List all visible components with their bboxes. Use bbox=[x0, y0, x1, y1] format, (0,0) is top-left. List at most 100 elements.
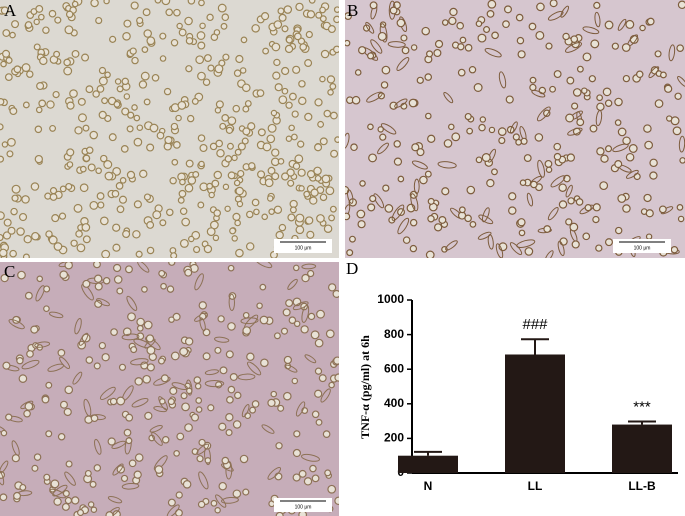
cell bbox=[557, 240, 565, 257]
scale-bar: 100 μm bbox=[274, 498, 332, 512]
cell bbox=[146, 345, 156, 355]
cell bbox=[558, 183, 567, 192]
cell bbox=[123, 19, 132, 28]
cell bbox=[345, 12, 352, 20]
cell bbox=[295, 225, 305, 235]
bar bbox=[612, 424, 672, 473]
cell bbox=[22, 101, 30, 109]
cell bbox=[169, 176, 177, 185]
cell bbox=[281, 66, 290, 76]
cell bbox=[520, 137, 528, 145]
cell bbox=[179, 178, 186, 186]
cell bbox=[152, 210, 162, 220]
cell bbox=[53, 242, 63, 251]
cell bbox=[268, 208, 275, 215]
cell bbox=[98, 76, 108, 86]
cell bbox=[582, 52, 592, 62]
cell bbox=[287, 278, 298, 290]
cells bbox=[0, 262, 339, 516]
cell bbox=[396, 18, 406, 28]
cell bbox=[321, 174, 331, 184]
cell bbox=[309, 196, 318, 205]
cell bbox=[209, 142, 218, 151]
cell bbox=[308, 0, 316, 4]
cell bbox=[149, 425, 163, 433]
cell bbox=[267, 166, 276, 175]
cell bbox=[23, 234, 32, 244]
cell bbox=[469, 220, 477, 228]
cell bbox=[262, 47, 270, 55]
cell bbox=[190, 413, 200, 422]
cell bbox=[275, 230, 284, 240]
cell bbox=[222, 183, 230, 191]
cell bbox=[0, 460, 9, 474]
cell bbox=[368, 153, 377, 163]
cell bbox=[275, 511, 284, 516]
cell bbox=[130, 346, 138, 354]
cell bbox=[235, 186, 244, 196]
cell bbox=[242, 326, 252, 335]
cell bbox=[98, 66, 107, 75]
cell bbox=[274, 472, 283, 481]
cell bbox=[660, 71, 667, 79]
cell bbox=[273, 332, 281, 340]
cell bbox=[66, 161, 74, 168]
cell bbox=[71, 0, 79, 8]
cell bbox=[197, 500, 206, 509]
cell bbox=[17, 270, 26, 280]
cell bbox=[125, 413, 134, 422]
cell bbox=[648, 66, 660, 79]
cell bbox=[468, 65, 477, 74]
cell bbox=[166, 504, 180, 516]
cell bbox=[48, 311, 64, 319]
cell bbox=[604, 99, 613, 107]
cell bbox=[73, 203, 83, 213]
cell bbox=[295, 2, 304, 12]
cell bbox=[270, 109, 278, 117]
cell bbox=[289, 206, 297, 214]
cell bbox=[307, 269, 315, 278]
cell bbox=[350, 143, 358, 152]
cell bbox=[441, 19, 449, 26]
cell bbox=[13, 491, 22, 500]
cell bbox=[292, 264, 300, 272]
cell bbox=[518, 229, 526, 237]
cell bbox=[0, 273, 9, 283]
cell bbox=[334, 496, 339, 506]
cell bbox=[92, 90, 100, 98]
cell bbox=[159, 32, 167, 40]
cell bbox=[543, 109, 551, 117]
cell bbox=[327, 484, 337, 494]
cell bbox=[159, 398, 166, 405]
cell bbox=[267, 398, 276, 408]
cell bbox=[519, 179, 527, 187]
cell bbox=[565, 218, 573, 226]
cell bbox=[345, 39, 351, 47]
cell bbox=[116, 205, 125, 214]
cell bbox=[625, 169, 639, 179]
cell bbox=[221, 456, 230, 465]
cell bbox=[567, 197, 575, 205]
cell bbox=[202, 352, 211, 361]
cell bbox=[137, 262, 150, 273]
cell bbox=[244, 100, 252, 107]
cell bbox=[241, 137, 249, 145]
cell bbox=[34, 154, 43, 164]
cell bbox=[314, 174, 322, 182]
cell bbox=[161, 436, 170, 444]
cell bbox=[569, 222, 579, 232]
bar-chart: 02004006008001000NLL###LL-B*** bbox=[377, 292, 678, 493]
cell bbox=[314, 389, 323, 398]
cell bbox=[359, 180, 366, 187]
scale-bar-label: 100 μm bbox=[634, 245, 651, 251]
cell bbox=[247, 361, 262, 376]
cell bbox=[78, 332, 89, 346]
cell bbox=[50, 479, 60, 489]
cell bbox=[203, 244, 213, 254]
cell bbox=[596, 94, 603, 102]
cell bbox=[380, 81, 389, 89]
cell bbox=[416, 148, 425, 157]
cell bbox=[524, 247, 534, 256]
cell bbox=[229, 227, 237, 235]
cell bbox=[273, 205, 283, 214]
